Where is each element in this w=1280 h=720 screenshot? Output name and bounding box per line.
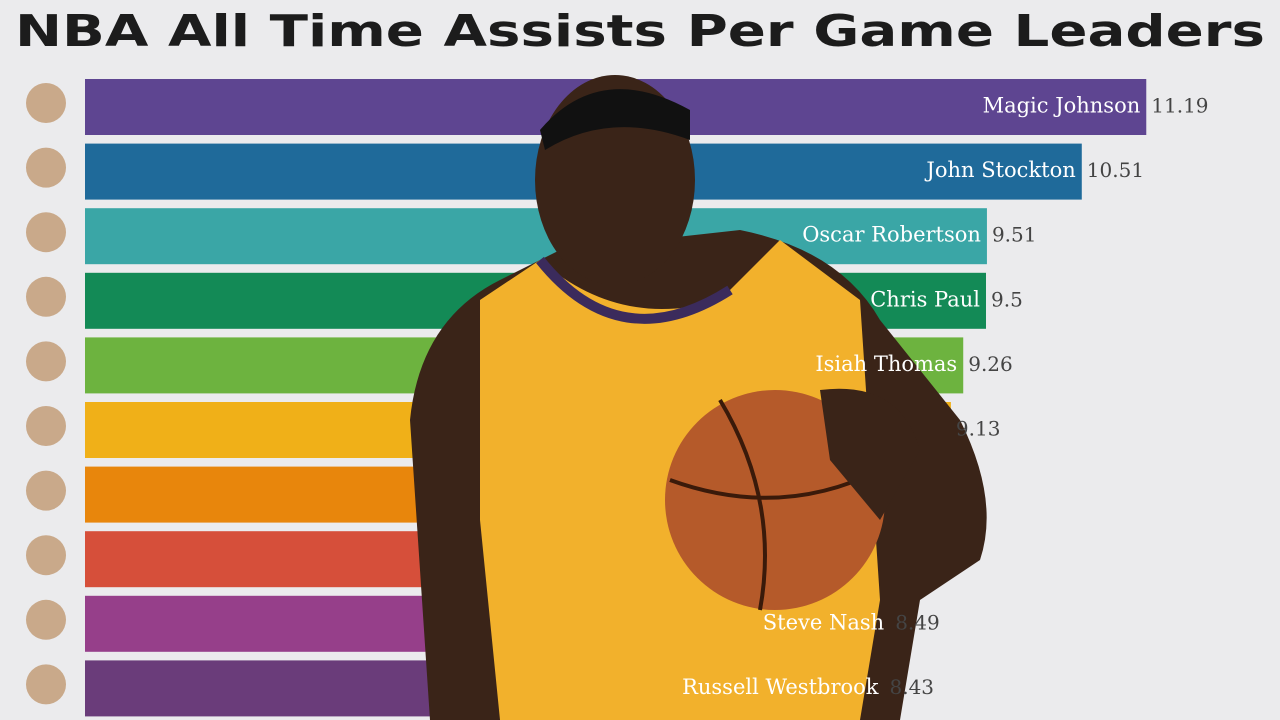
bar-name-label: John Stockton <box>924 158 1075 182</box>
player-photo <box>410 75 987 720</box>
value-label: 9.51 <box>992 223 1037 247</box>
photo-hair <box>540 89 690 150</box>
value-label: 9.13 <box>956 417 1001 441</box>
photo-collar <box>536 256 733 324</box>
player-headshot <box>26 599 66 640</box>
player-headshot <box>26 470 66 511</box>
player-headshot <box>26 341 66 382</box>
bar-name-label: Russell Westbrook <box>682 675 879 699</box>
bar-name-label: Isiah Thomas <box>815 352 957 376</box>
value-label: 11.19 <box>1151 94 1208 118</box>
bar-name-label: Chris Paul <box>870 287 980 311</box>
player-headshot <box>26 212 66 253</box>
player-headshot <box>26 147 66 188</box>
chart-title: NBA All Time Assists Per Game Leaders <box>15 6 1265 57</box>
labels: Magic Johnson 11.19 John Stockton 10.51 Osca… <box>682 94 1208 699</box>
player-headshot <box>26 664 66 705</box>
player-headshot <box>26 276 66 317</box>
value-label: 9.5 <box>991 287 1023 311</box>
value-label: 8.43 <box>890 675 935 699</box>
player-headshot <box>26 83 66 123</box>
value-label: 10.51 <box>1087 158 1144 182</box>
bar-name-label: Magic Johnson <box>983 94 1141 118</box>
player-headshot <box>26 406 66 446</box>
value-label: 8.49 <box>895 610 940 634</box>
bar <box>85 208 987 265</box>
bar-name-label: Steve Nash <box>763 610 884 634</box>
photo-hand <box>820 388 920 520</box>
value-label: 9.26 <box>968 352 1013 376</box>
player-headshot <box>26 535 66 576</box>
bar-name-label: Oscar Robertson <box>802 223 981 247</box>
